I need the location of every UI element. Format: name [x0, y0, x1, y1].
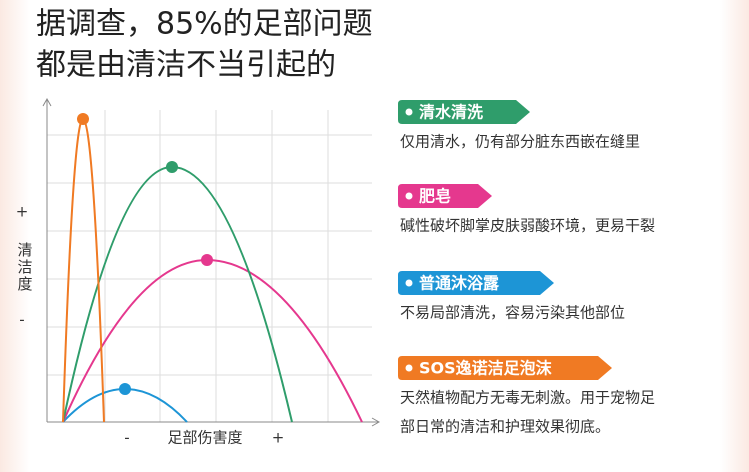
- badge-dot: [405, 364, 413, 372]
- badge: [398, 356, 612, 380]
- description: 碱性破坏脚掌皮肤弱酸环境，更易干裂: [400, 217, 655, 235]
- description: 部日常的清洁和护理效果彻底。: [400, 418, 610, 436]
- x-label: 足部伤害度: [167, 429, 242, 447]
- badge: [398, 271, 554, 295]
- curve-peak: [166, 161, 178, 173]
- badge-label: 普通沐浴露: [419, 274, 500, 293]
- x-arrow: [371, 417, 381, 427]
- description: 天然植物配方无毒无刺激。用于宠物足: [400, 389, 655, 407]
- badge-dot: [405, 192, 413, 200]
- title-line: 据调查，85%的足部问题: [36, 7, 373, 42]
- y-plus: +: [16, 203, 29, 221]
- badge: [398, 100, 530, 124]
- y-label: 清洁度: [17, 241, 32, 293]
- badge-label: 清水清洗: [419, 103, 483, 122]
- curve: [62, 165, 293, 423]
- curve-peak: [201, 254, 213, 266]
- x-minus: -: [124, 429, 129, 447]
- title-line: 都是由清洁不当引起的: [36, 48, 336, 83]
- curve: [62, 258, 363, 423]
- y-arrow: [42, 97, 52, 107]
- curve: [62, 117, 105, 423]
- grid: [47, 110, 372, 422]
- badge-dot: [405, 279, 413, 287]
- badge-label: 肥皂: [419, 187, 451, 206]
- curve-peak: [77, 113, 89, 125]
- badge-label: SOS逸诺洁足泡沫: [419, 359, 553, 378]
- curve-peak: [119, 383, 131, 395]
- badge: [398, 184, 492, 208]
- y-minus: -: [19, 311, 24, 329]
- x-plus: +: [272, 429, 285, 447]
- badge-dot: [405, 108, 413, 116]
- y-label-text: 清洁度: [17, 241, 32, 293]
- description: 仅用清水，仍有部分脏东西嵌在缝里: [400, 133, 640, 151]
- description: 不易局部清洗，容易污染其他部位: [400, 304, 625, 322]
